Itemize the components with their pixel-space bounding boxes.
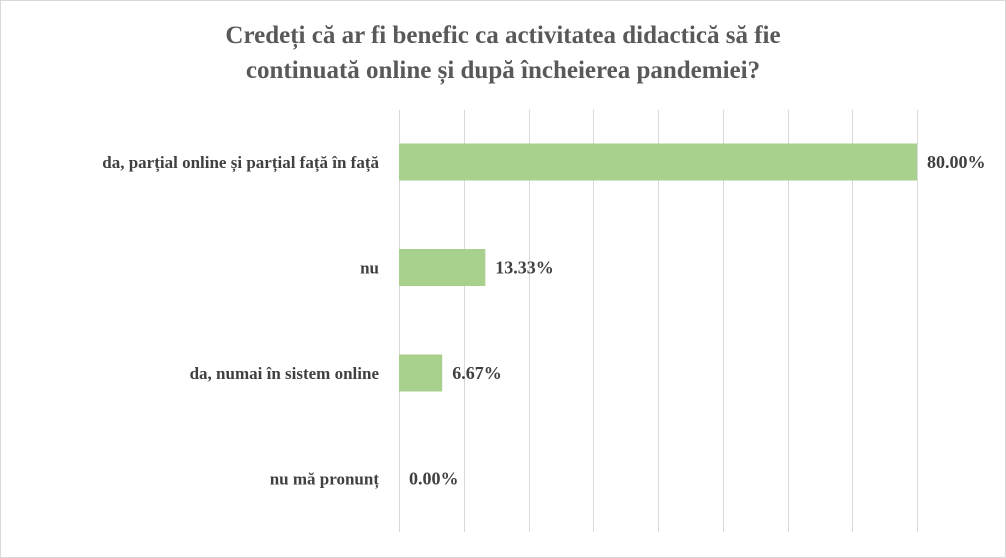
chart-title-line-1: Credeți că ar fi benefic ca activitatea …: [225, 22, 781, 49]
data-label-1: 13.33%: [495, 258, 554, 278]
bar-2: [399, 354, 443, 392]
data-label-2: 6.67%: [452, 363, 502, 383]
category-label-0: da, parțial online și parțial față în fa…: [102, 153, 379, 173]
chart-title: Credeți că ar fi benefic ca activitatea …: [0, 18, 1006, 88]
category-label-1: nu: [360, 259, 379, 278]
category-label-2: da, numai în sistem online: [190, 364, 380, 383]
category-label-3: nu mă pronunț: [270, 470, 380, 490]
data-label-3: 0.00%: [409, 469, 459, 489]
bar-0: [399, 143, 917, 181]
data-label-0: 80.00%: [927, 152, 986, 172]
chart-title-line-2: continuată online și după încheierea pan…: [245, 57, 761, 84]
bar-1: [399, 249, 486, 286]
